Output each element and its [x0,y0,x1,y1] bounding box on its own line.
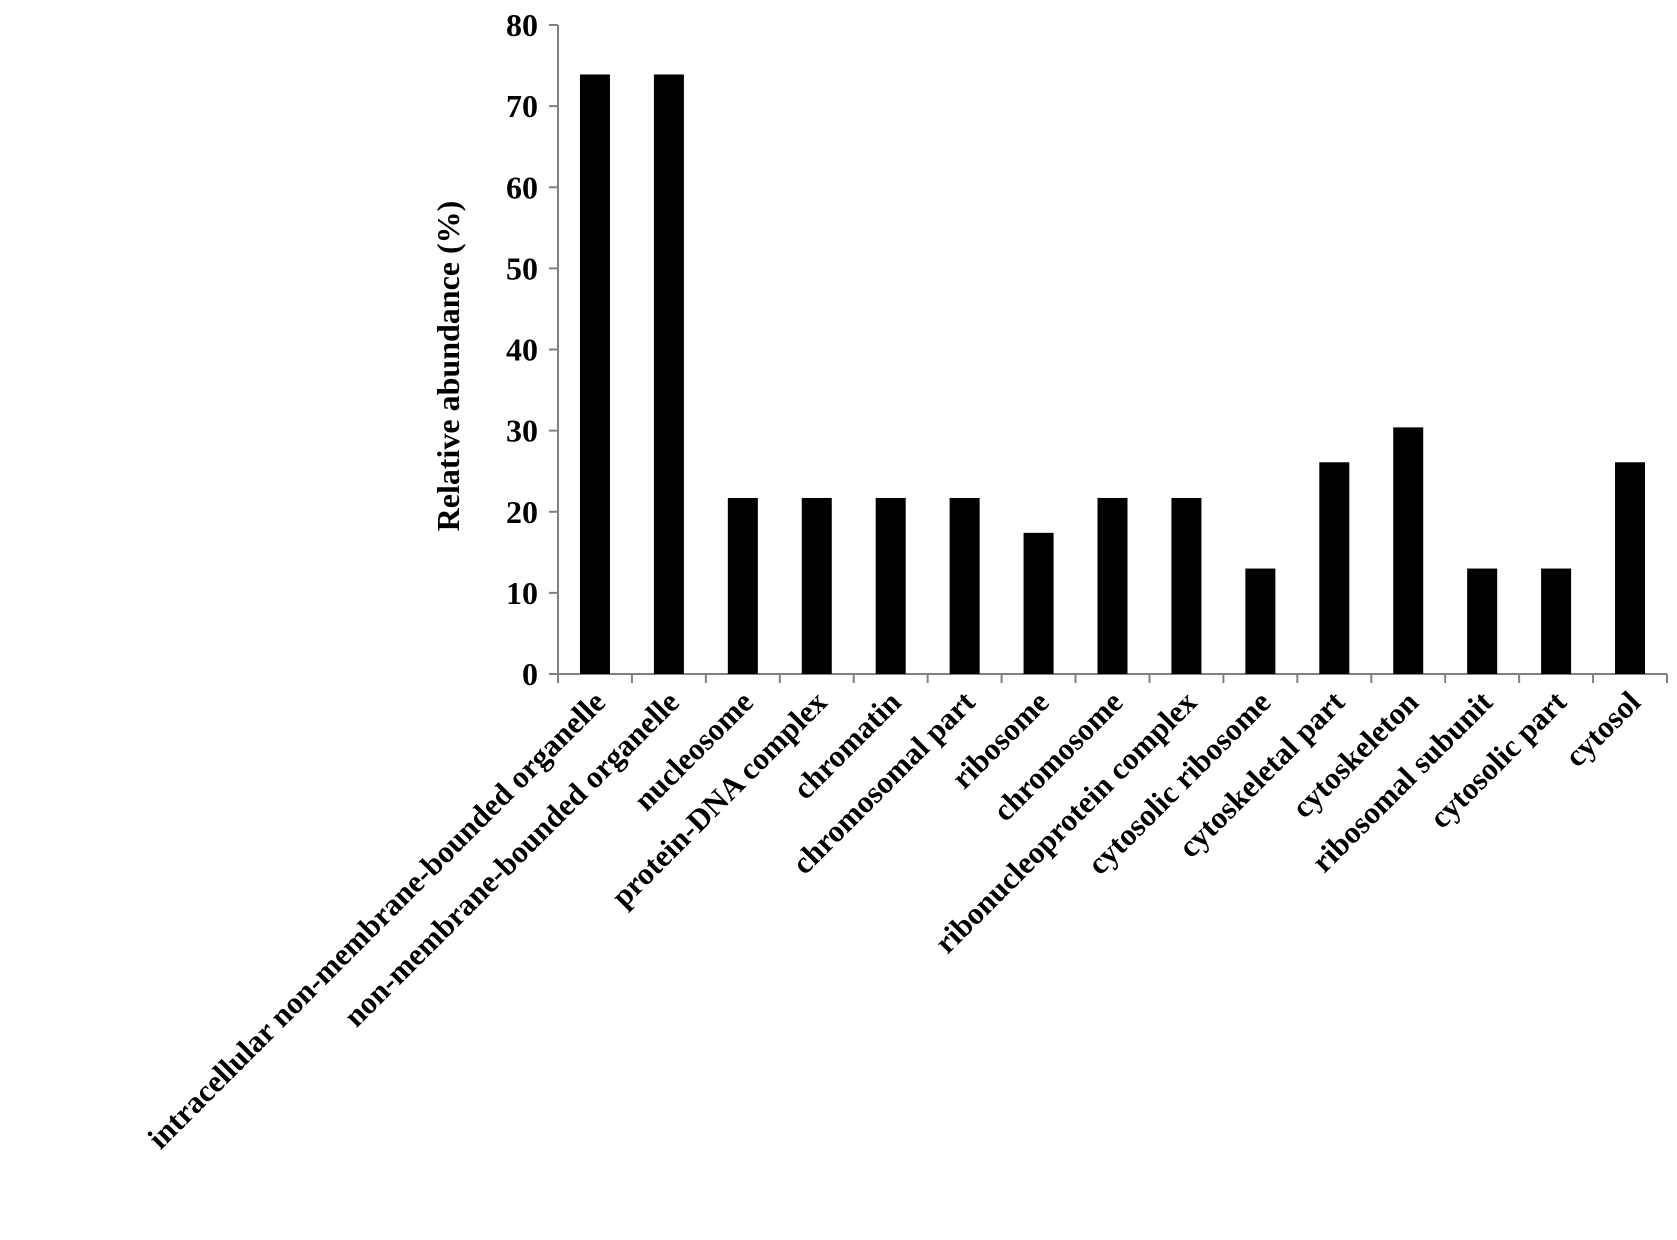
bar [579,74,610,674]
bar [1615,462,1646,674]
bar [1393,427,1424,674]
y-tick-label: 80 [506,7,538,43]
y-axis-title: Relative abundance (%) [430,201,466,532]
bar [1467,568,1498,674]
y-tick-label: 40 [506,332,538,368]
bar [949,497,980,674]
y-tick-label: 70 [506,88,538,124]
bars-group [579,74,1646,674]
bar [1245,568,1276,674]
y-tick-label: 10 [506,575,538,611]
bar [875,497,906,674]
y-axis-title-group: Relative abundance (%) [430,201,466,532]
y-axis: 0 10 20 30 40 50 60 70 80 [506,7,559,692]
bar [1541,568,1572,674]
x-tick-label: cytosol [1558,684,1648,774]
y-tick-label: 0 [522,656,538,692]
y-tick-label: 60 [506,169,538,205]
bar [727,497,758,674]
bar [1319,462,1350,674]
bar [1023,532,1054,674]
bar [801,497,832,674]
y-tick-label: 20 [506,494,538,530]
y-tick-label: 50 [506,250,538,286]
y-tick-label: 30 [506,413,538,449]
x-tick-label: intracellular non-membrane-bounded organ… [141,684,612,1155]
x-tick-labels: intracellular non-membrane-bounded organ… [141,684,1648,1156]
bar [1171,497,1202,674]
bar [653,74,684,674]
bar [1097,497,1128,674]
x-axis [557,673,1668,683]
